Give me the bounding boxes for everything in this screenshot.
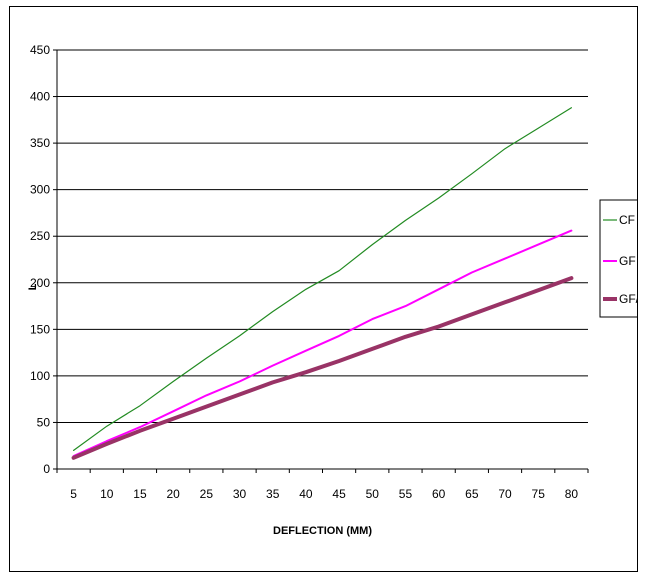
x-axis-ticks: 5 10 15 20 25 30 35 40 45 50 55 60 65 70 75 80 bbox=[56, 469, 589, 501]
x-tick-label: 35 bbox=[266, 487, 280, 501]
x-tick-label: 30 bbox=[233, 487, 247, 501]
axes bbox=[56, 50, 588, 470]
y-tick-label: 100 bbox=[30, 369, 50, 383]
x-tick-label: 10 bbox=[100, 487, 114, 501]
legend-label: CF bbox=[619, 213, 635, 227]
series-line-gf-cf bbox=[71, 276, 574, 460]
line-chart: 0 50 100 150 200 250 300 350 400 450 5 10 15 20 25 30 3… bbox=[27, 43, 637, 537]
x-tick-label: 45 bbox=[332, 487, 346, 501]
x-tick-label: 55 bbox=[399, 487, 413, 501]
y-tick-label: 250 bbox=[30, 229, 50, 243]
gridlines bbox=[57, 49, 588, 423]
y-axis-ticks: 0 50 100 150 200 250 300 350 400 450 bbox=[30, 43, 57, 476]
x-axis-label: DEFLECTION (MM) bbox=[273, 525, 372, 537]
y-tick-label: 400 bbox=[30, 90, 50, 104]
legend-label: GF bbox=[619, 254, 636, 268]
y-tick-label: 200 bbox=[30, 276, 50, 290]
x-tick-label: 80 bbox=[565, 487, 579, 501]
chart-frame: 0 50 100 150 200 250 300 350 400 450 5 10 15 20 25 30 3… bbox=[9, 6, 638, 572]
x-tick-label: 15 bbox=[133, 487, 147, 501]
y-tick-label: 150 bbox=[30, 322, 50, 336]
x-tick-label: 75 bbox=[532, 487, 546, 501]
x-tick-label: 25 bbox=[200, 487, 214, 501]
x-tick-label: 50 bbox=[366, 487, 380, 501]
y-tick-label: 350 bbox=[30, 136, 50, 150]
legend-label: GF/CF bbox=[619, 292, 637, 306]
legend: CF GF GF/CF bbox=[599, 199, 637, 318]
x-tick-label: 20 bbox=[166, 487, 180, 501]
y-axis-label: L bbox=[27, 283, 39, 290]
x-tick-label: 40 bbox=[299, 487, 313, 501]
y-tick-label: 0 bbox=[43, 462, 50, 476]
x-tick-label: 60 bbox=[432, 487, 446, 501]
y-tick-label: 300 bbox=[30, 183, 50, 197]
x-tick-label: 70 bbox=[498, 487, 512, 501]
series-line-cf bbox=[72, 107, 573, 451]
series-lines bbox=[71, 107, 574, 460]
series-line-gf bbox=[72, 229, 573, 457]
y-tick-label: 50 bbox=[37, 415, 51, 429]
y-tick-label: 450 bbox=[30, 43, 50, 57]
x-tick-label: 5 bbox=[70, 487, 77, 501]
x-tick-label: 65 bbox=[465, 487, 479, 501]
